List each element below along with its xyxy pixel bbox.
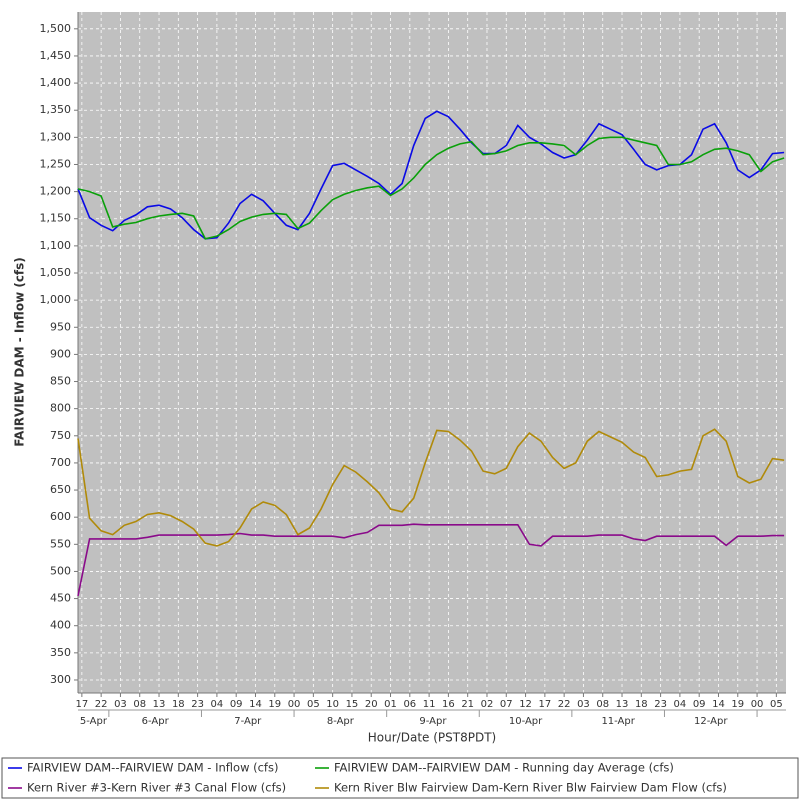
x-tick-label: 20 (365, 699, 378, 710)
x-tick-label: 17 (538, 699, 551, 710)
x-tick-label: 21 (461, 699, 474, 710)
y-tick-label: 850 (50, 375, 71, 388)
y-tick-label: 300 (50, 673, 71, 686)
y-tick-label: 400 (50, 619, 71, 632)
x-tick-label: 03 (577, 699, 590, 710)
x-tick-label: 22 (558, 699, 571, 710)
day-label: 5-Apr (80, 716, 108, 727)
x-tick-label: 17 (75, 699, 88, 710)
day-label: 9-Apr (419, 716, 447, 727)
x-tick-label: 19 (268, 699, 281, 710)
y-tick-label: 1,050 (40, 266, 72, 279)
x-tick-label: 09 (693, 699, 706, 710)
y-tick-label: 450 (50, 592, 71, 605)
x-tick-label: 16 (442, 699, 455, 710)
y-tick-label: 1,500 (40, 22, 72, 35)
legend-label: Kern River #3-Kern River #3 Canal Flow (… (27, 781, 286, 795)
x-tick-label: 04 (211, 699, 224, 710)
x-tick-label: 09 (230, 699, 243, 710)
y-tick-label: 600 (50, 510, 71, 523)
y-tick-label: 1,300 (40, 130, 72, 143)
y-axis-title: FAIRVIEW DAM - Inflow (cfs) (13, 257, 27, 447)
x-tick-label: 04 (674, 699, 687, 710)
y-tick-label: 1,000 (40, 293, 72, 306)
y-tick-label: 950 (50, 320, 71, 333)
plot-area (78, 12, 786, 693)
x-tick-label: 23 (654, 699, 667, 710)
x-tick-label: 15 (346, 699, 359, 710)
day-label: 6-Apr (142, 716, 170, 727)
x-tick-label: 06 (403, 699, 416, 710)
y-tick-label: 1,150 (40, 212, 72, 225)
x-tick-label: 07 (500, 699, 513, 710)
x-tick-label: 22 (95, 699, 108, 710)
legend-label: FAIRVIEW DAM--FAIRVIEW DAM - Running day… (334, 761, 674, 775)
y-tick-label: 750 (50, 429, 71, 442)
x-tick-label: 08 (133, 699, 146, 710)
x-tick-label: 02 (481, 699, 494, 710)
x-axis-title: Hour/Date (PST8PDT) (368, 731, 496, 745)
y-tick-label: 1,450 (40, 49, 72, 62)
y-tick-label: 1,400 (40, 76, 72, 89)
x-tick-label: 18 (635, 699, 648, 710)
y-tick-label: 1,100 (40, 239, 72, 252)
y-tick-label: 1,200 (40, 185, 72, 198)
x-tick-label: 01 (384, 699, 397, 710)
y-tick-label: 550 (50, 537, 71, 550)
y-tick-label: 700 (50, 456, 71, 469)
x-tick-label: 00 (751, 699, 764, 710)
day-label: 7-Apr (234, 716, 262, 727)
x-tick-label: 05 (307, 699, 320, 710)
y-tick-label: 500 (50, 564, 71, 577)
y-tick-label: 800 (50, 402, 71, 415)
x-tick-label: 18 (172, 699, 185, 710)
x-tick-label: 00 (288, 699, 301, 710)
x-tick-label: 13 (616, 699, 629, 710)
y-tick-label: 1,350 (40, 103, 72, 116)
legend-label: FAIRVIEW DAM--FAIRVIEW DAM - Inflow (cfs… (27, 761, 278, 775)
day-label: 12-Apr (694, 716, 728, 727)
day-label: 10-Apr (509, 716, 543, 727)
y-tick-label: 900 (50, 347, 71, 360)
series-line (77, 110, 785, 240)
series-line (77, 428, 785, 547)
legend-label: Kern River Blw Fairview Dam-Kern River B… (334, 781, 727, 795)
legend-box (1, 757, 799, 799)
x-tick-label: 14 (712, 699, 725, 710)
y-tick-label: 350 (50, 646, 71, 659)
x-tick-label: 11 (423, 699, 436, 710)
y-tick-label: 650 (50, 483, 71, 496)
day-label: 11-Apr (601, 716, 635, 727)
x-tick-label: 14 (249, 699, 262, 710)
x-tick-label: 03 (114, 699, 127, 710)
x-tick-label: 05 (770, 699, 783, 710)
x-tick-label: 13 (153, 699, 166, 710)
x-tick-label: 08 (596, 699, 609, 710)
x-tick-label: 12 (519, 699, 532, 710)
series-line (77, 523, 785, 597)
x-tick-label: 23 (191, 699, 204, 710)
series-line (77, 136, 785, 240)
day-label: 8-Apr (327, 716, 355, 727)
x-tick-label: 19 (731, 699, 744, 710)
x-tick-label: 10 (326, 699, 339, 710)
y-tick-label: 1,250 (40, 157, 72, 170)
